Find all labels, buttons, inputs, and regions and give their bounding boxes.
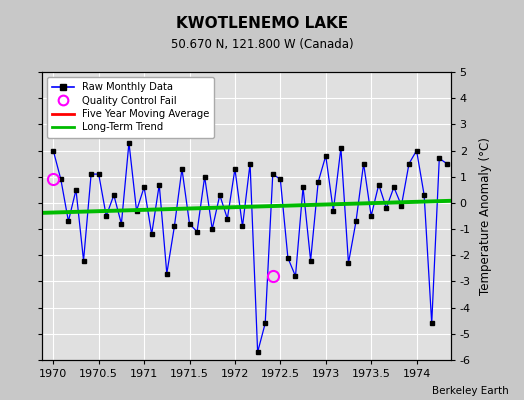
- Text: 50.670 N, 121.800 W (Canada): 50.670 N, 121.800 W (Canada): [171, 38, 353, 51]
- Text: KWOTLENEMO LAKE: KWOTLENEMO LAKE: [176, 16, 348, 31]
- Y-axis label: Temperature Anomaly (°C): Temperature Anomaly (°C): [479, 137, 492, 295]
- Text: Berkeley Earth: Berkeley Earth: [432, 386, 508, 396]
- Legend: Raw Monthly Data, Quality Control Fail, Five Year Moving Average, Long-Term Tren: Raw Monthly Data, Quality Control Fail, …: [47, 77, 214, 138]
